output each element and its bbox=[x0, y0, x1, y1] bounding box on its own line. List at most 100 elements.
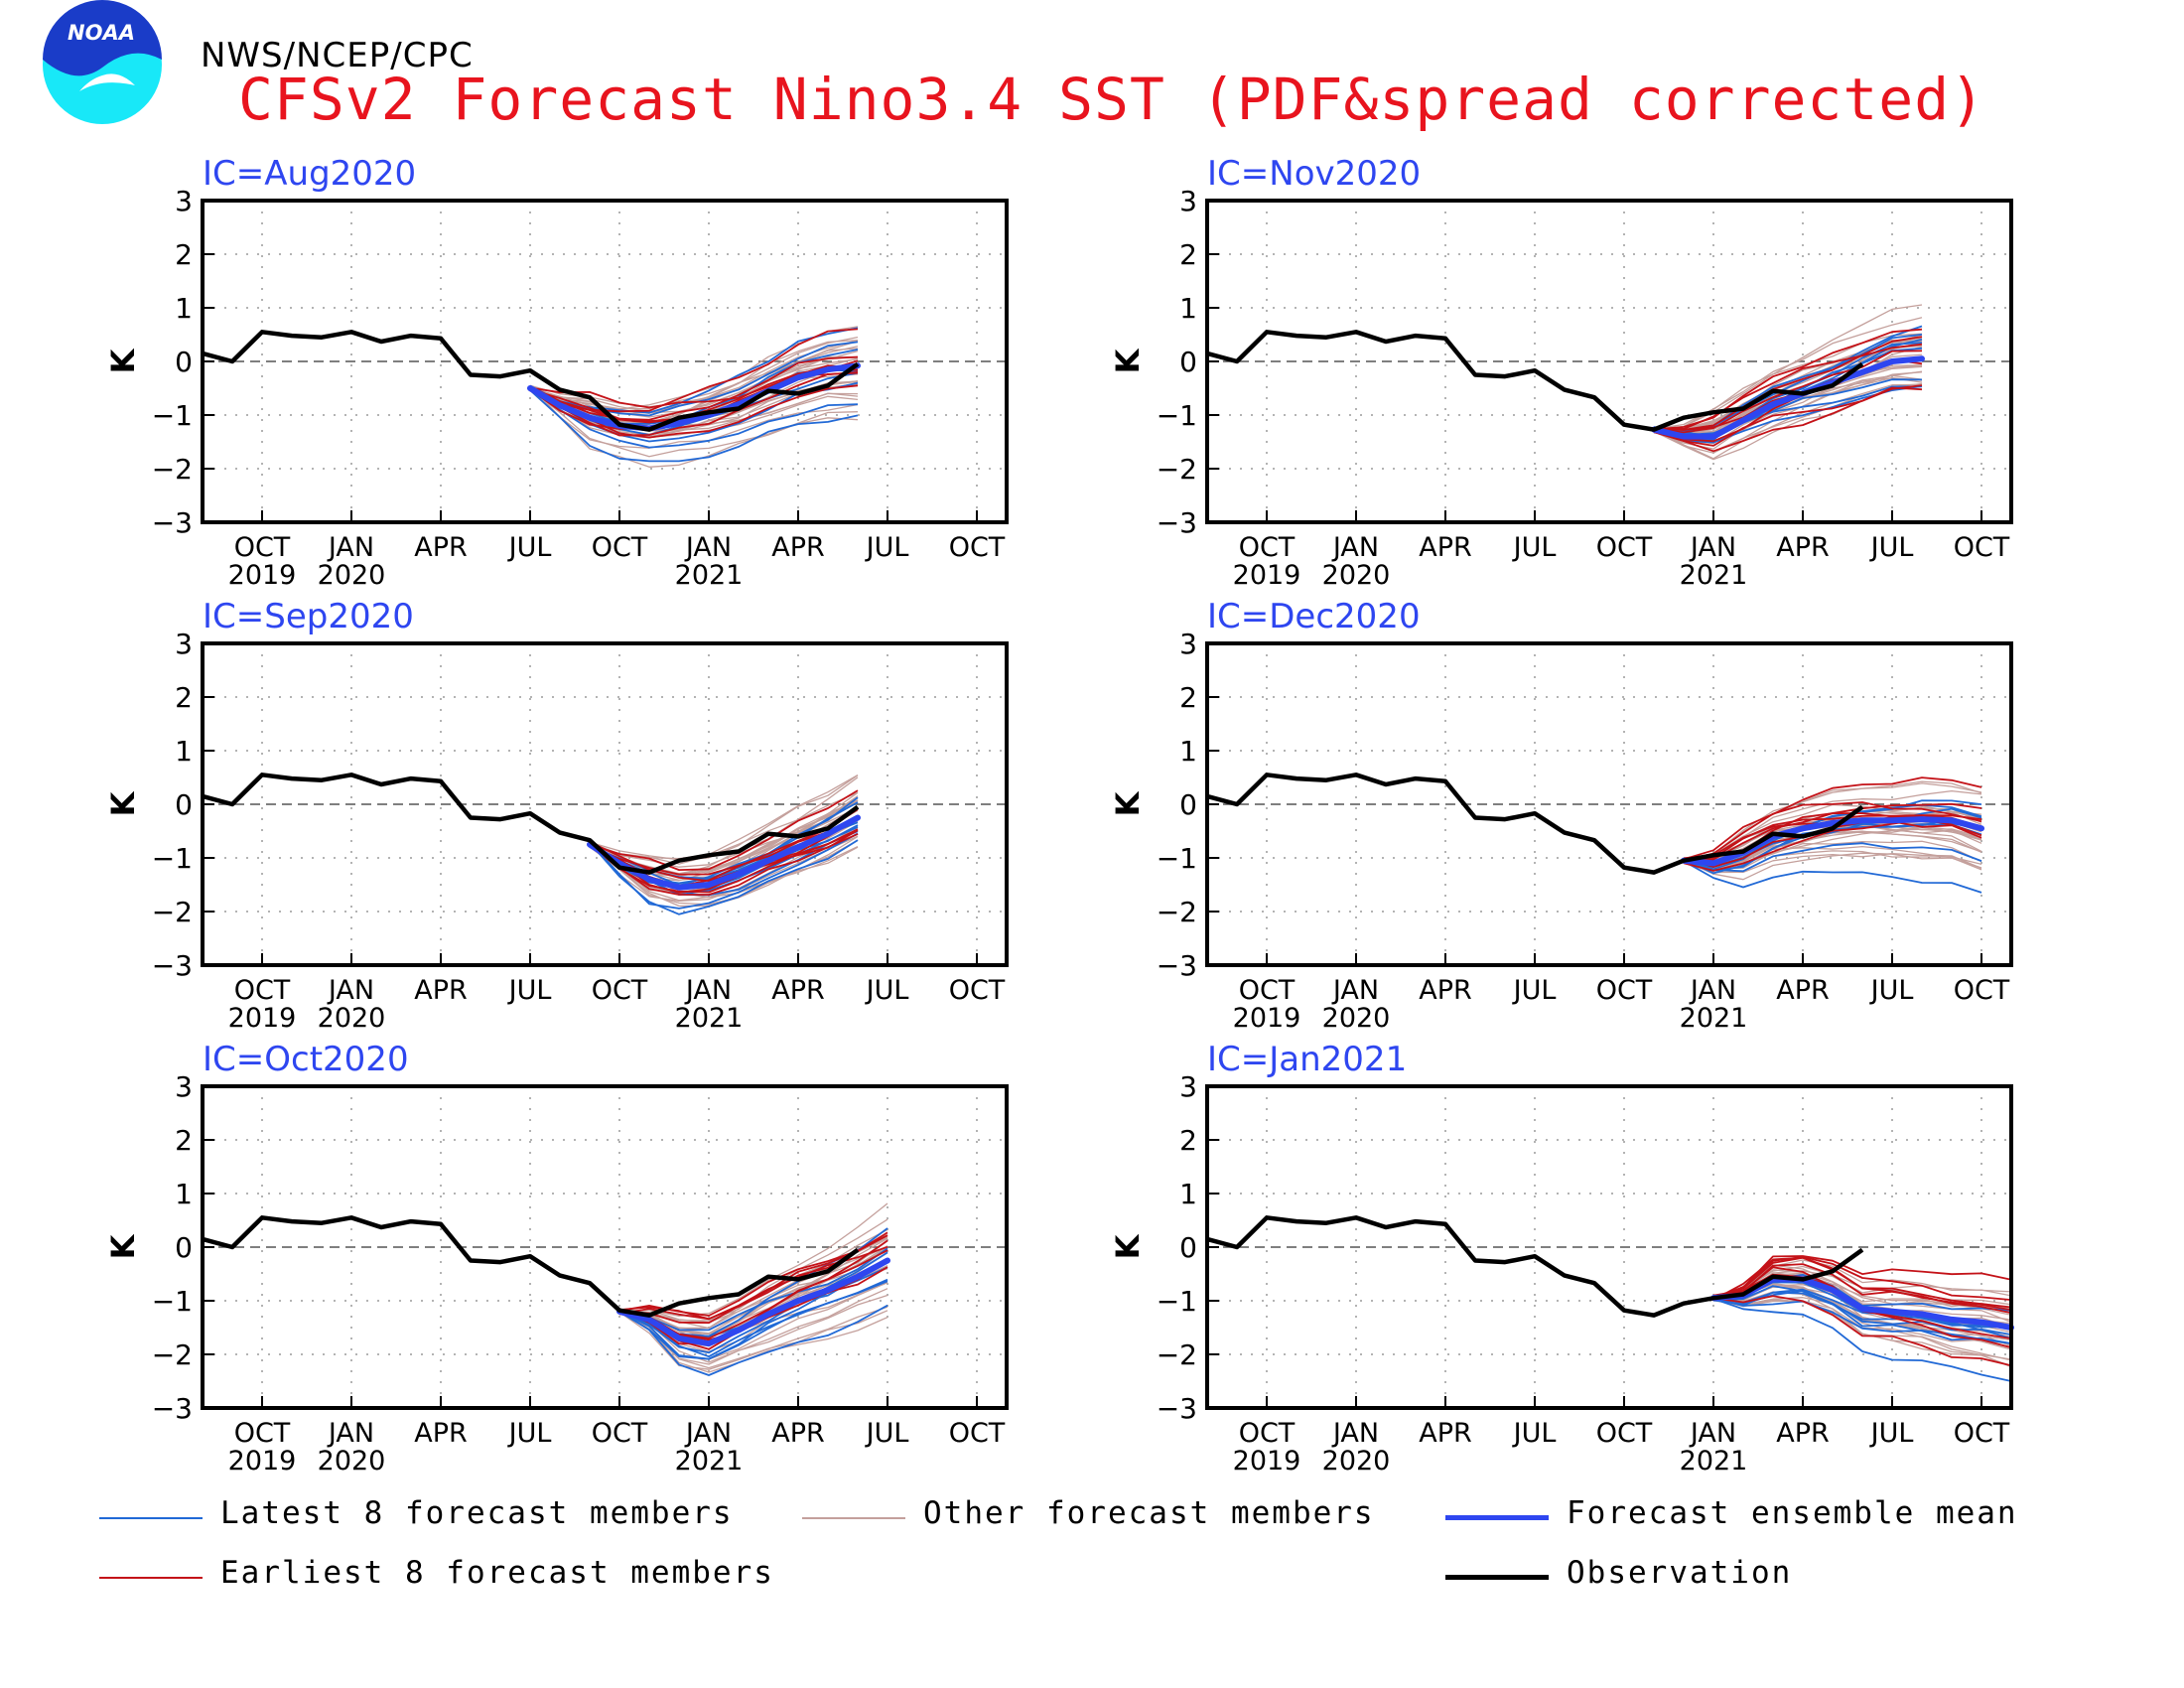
y-tick-label: −3 bbox=[152, 1392, 193, 1425]
legend-swatch-observation bbox=[1445, 1575, 1549, 1580]
x-tick-label-month: JUL bbox=[1869, 532, 1914, 563]
y-tick-label: −1 bbox=[1157, 1285, 1197, 1318]
other-member-line bbox=[1653, 383, 1923, 460]
y-tick-label: −2 bbox=[152, 1338, 193, 1371]
y-tick-label: 1 bbox=[1179, 735, 1197, 768]
x-tick-label-month: JUL bbox=[865, 1418, 909, 1449]
x-tick-label-month: JAN bbox=[1331, 532, 1379, 563]
x-tick-label-month: APR bbox=[414, 532, 468, 563]
x-tick-label-year: 2021 bbox=[1680, 1446, 1748, 1477]
x-tick-label-year: 2019 bbox=[1233, 1003, 1301, 1034]
earliest-member-line bbox=[1712, 1256, 2012, 1301]
earliest-member-line bbox=[1683, 801, 1982, 862]
y-tick-label: 3 bbox=[1179, 185, 1197, 217]
panel-ic-label: IC=Aug2020 bbox=[203, 154, 416, 194]
observation-line bbox=[1206, 330, 1864, 432]
legend-swatch-other bbox=[802, 1517, 905, 1519]
y-tick-label: 3 bbox=[1179, 628, 1197, 660]
x-tick-label-month: JUL bbox=[1512, 532, 1557, 563]
x-tick-label-month: APR bbox=[1419, 1418, 1472, 1449]
other-member-line bbox=[1653, 333, 1923, 433]
x-tick-label-year: 2019 bbox=[1233, 560, 1301, 591]
page-title: CFSv2 Forecast Nino3.4 SST (PDF&spread c… bbox=[238, 66, 1986, 133]
other-member-line bbox=[529, 388, 859, 458]
y-tick-label: 1 bbox=[175, 292, 193, 325]
x-tick-label-month: JAN bbox=[327, 1418, 374, 1449]
x-tick-label-month: JAN bbox=[1689, 1418, 1736, 1449]
x-tick-label-month: JUL bbox=[865, 532, 909, 563]
x-tick-label-year: 2019 bbox=[228, 560, 297, 591]
x-tick-label-month: APR bbox=[771, 532, 825, 563]
x-tick-label-month: OCT bbox=[234, 975, 291, 1006]
latest-member-line bbox=[618, 1304, 888, 1376]
legend-label-observation: Observation bbox=[1567, 1555, 1793, 1591]
x-tick-label-year: 2021 bbox=[675, 1003, 744, 1034]
y-tick-label: −2 bbox=[152, 453, 193, 486]
y-tick-label: 0 bbox=[1179, 346, 1197, 378]
noaa-logo: NOAA bbox=[43, 0, 162, 124]
y-axis-title: K bbox=[1109, 348, 1147, 373]
x-tick-label-month: OCT bbox=[592, 1418, 648, 1449]
observation-line bbox=[1206, 1215, 1864, 1318]
observation-line bbox=[202, 330, 860, 432]
y-tick-label: −3 bbox=[1157, 949, 1197, 982]
y-tick-label: −3 bbox=[152, 949, 193, 982]
x-tick-label-year: 2020 bbox=[1322, 1003, 1391, 1034]
y-tick-label: 2 bbox=[1179, 1124, 1197, 1157]
y-tick-label: 0 bbox=[175, 1231, 193, 1264]
x-tick-label-year: 2020 bbox=[318, 560, 386, 591]
observation-line bbox=[1206, 773, 1864, 875]
earliest-member-line bbox=[1712, 1263, 2012, 1315]
other-member-line bbox=[618, 1308, 888, 1369]
x-tick-label-month: APR bbox=[771, 975, 825, 1006]
x-tick-label-month: JAN bbox=[684, 975, 732, 1006]
ensemble-mean-line bbox=[527, 362, 861, 432]
earliest-member-line bbox=[1712, 1255, 2012, 1299]
x-tick-label-month: OCT bbox=[1596, 532, 1653, 563]
other-member-line bbox=[618, 1294, 888, 1363]
x-tick-label-month: APR bbox=[1776, 532, 1830, 563]
other-member-line bbox=[529, 389, 859, 468]
observation-line bbox=[202, 1215, 860, 1318]
x-tick-label-month: OCT bbox=[592, 532, 648, 563]
y-tick-label: 2 bbox=[1179, 238, 1197, 271]
x-tick-label-year: 2019 bbox=[1233, 1446, 1301, 1477]
legend-swatch-mean bbox=[1445, 1515, 1549, 1520]
latest-member-line bbox=[1683, 842, 1982, 873]
y-axis-title: K bbox=[104, 790, 142, 816]
x-tick-label-month: APR bbox=[1419, 975, 1472, 1006]
x-tick-label-year: 2019 bbox=[228, 1446, 297, 1477]
earliest-member-line bbox=[1653, 336, 1923, 431]
x-tick-label-month: APR bbox=[1776, 975, 1830, 1006]
y-tick-label: −3 bbox=[1157, 1392, 1197, 1425]
logo-bird bbox=[79, 73, 135, 91]
y-tick-label: 1 bbox=[175, 1178, 193, 1210]
plot-frame bbox=[1205, 1084, 2013, 1410]
agency-label: NWS/NCEP/CPC bbox=[201, 36, 474, 75]
x-tick-label-month: JUL bbox=[1869, 1418, 1914, 1449]
y-tick-label: −1 bbox=[152, 842, 193, 875]
x-tick-label-month: OCT bbox=[592, 975, 648, 1006]
x-tick-label-month: JAN bbox=[684, 1418, 732, 1449]
x-tick-label-month: JUL bbox=[507, 975, 552, 1006]
x-tick-label-month: OCT bbox=[1954, 975, 2010, 1006]
earliest-member-line bbox=[529, 328, 859, 413]
panel-ic-label: IC=Nov2020 bbox=[1207, 154, 1421, 194]
latest-member-line bbox=[618, 1280, 888, 1358]
latest-member-line bbox=[618, 1247, 888, 1332]
earliest-member-line bbox=[1712, 1256, 2012, 1309]
x-tick-label-month: OCT bbox=[1239, 532, 1296, 563]
y-tick-label: 0 bbox=[1179, 788, 1197, 821]
panel-ic-label: IC=Oct2020 bbox=[203, 1040, 409, 1079]
x-tick-label-month: JAN bbox=[1689, 975, 1736, 1006]
y-tick-label: −3 bbox=[152, 506, 193, 539]
latest-member-line bbox=[589, 839, 859, 915]
x-tick-label-month: OCT bbox=[1239, 975, 1296, 1006]
x-tick-label-year: 2021 bbox=[1680, 1003, 1748, 1034]
y-axis-title: K bbox=[1109, 790, 1147, 816]
x-tick-label-month: JUL bbox=[1869, 975, 1914, 1006]
y-tick-label: 3 bbox=[1179, 1070, 1197, 1103]
